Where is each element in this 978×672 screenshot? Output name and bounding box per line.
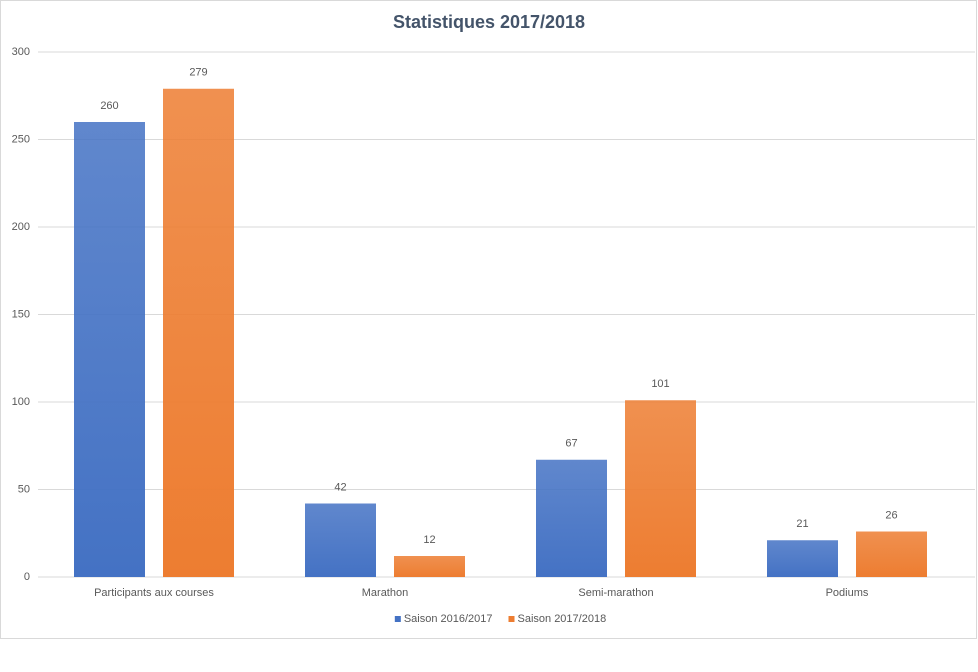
value-label: 67 <box>565 438 577 450</box>
y-tick-label: 50 <box>18 483 30 495</box>
bar <box>394 556 465 577</box>
value-label: 101 <box>651 378 669 390</box>
value-label: 21 <box>796 518 808 530</box>
legend-label: Saison 2016/2017 <box>404 613 493 625</box>
legend-swatch <box>508 616 515 622</box>
legend-swatch <box>394 616 401 622</box>
x-tick-label: Podiums <box>826 587 869 599</box>
value-label: 279 <box>189 67 207 79</box>
legend-label: Saison 2017/2018 <box>518 613 607 625</box>
bar <box>74 122 145 577</box>
x-tick-label: Marathon <box>362 587 408 599</box>
y-tick-label: 200 <box>12 221 30 233</box>
chart-title: Statistiques 2017/2018 <box>393 12 585 32</box>
value-label: 260 <box>100 100 118 112</box>
bar <box>625 400 696 577</box>
y-tick-label: 100 <box>12 396 30 408</box>
y-tick-label: 250 <box>12 133 30 145</box>
value-label: 26 <box>885 509 897 521</box>
bar <box>305 503 376 577</box>
value-label: 12 <box>423 534 435 546</box>
bar <box>163 88 234 577</box>
value-label: 42 <box>334 481 346 493</box>
y-tick-label: 150 <box>12 308 30 320</box>
y-tick-label: 0 <box>24 571 30 583</box>
bar <box>856 531 927 577</box>
bar <box>767 540 838 577</box>
y-tick-label: 300 <box>12 46 30 58</box>
bar <box>536 459 607 577</box>
x-tick-label: Semi-marathon <box>578 587 653 599</box>
x-tick-label: Participants aux courses <box>94 587 214 599</box>
